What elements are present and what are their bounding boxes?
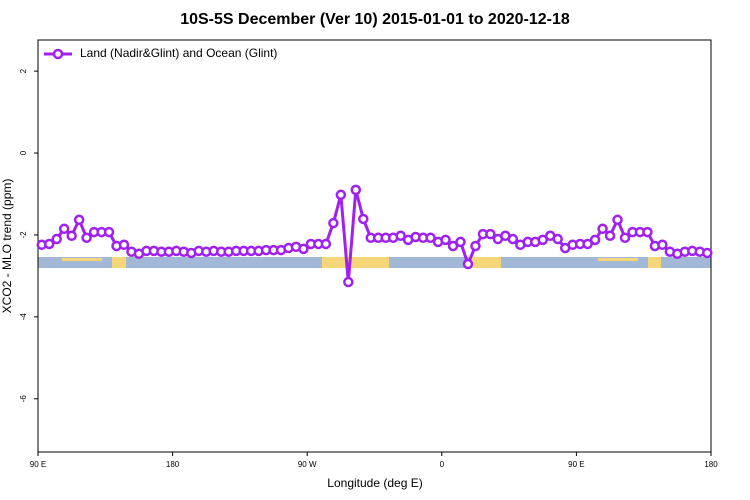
land-patch — [62, 258, 102, 261]
point — [619, 232, 631, 244]
point — [552, 233, 563, 245]
y-axis-label: XCO2 - MLO trend (ppm) — [0, 179, 14, 314]
point — [485, 228, 496, 240]
point — [425, 232, 436, 244]
point — [462, 258, 474, 270]
x-axis-label: Longitude (deg E) — [327, 476, 422, 490]
x-tick-label: 90 E — [568, 460, 584, 469]
point — [447, 240, 459, 252]
y-tick-label: -4 — [19, 313, 28, 321]
land-patch — [598, 258, 638, 261]
point — [642, 226, 653, 238]
land-patch — [112, 257, 126, 268]
y-tick-label: 0 — [19, 150, 28, 155]
y-tick-label: -2 — [19, 231, 28, 239]
point — [507, 233, 519, 245]
point — [395, 230, 406, 242]
point — [702, 247, 713, 259]
point — [455, 236, 466, 248]
point — [320, 238, 332, 250]
point — [43, 238, 55, 250]
point — [335, 189, 347, 201]
point — [328, 217, 339, 229]
point — [604, 230, 616, 242]
point — [470, 240, 481, 252]
point — [537, 234, 548, 246]
land-patch — [471, 257, 501, 268]
point — [657, 239, 668, 251]
y-tick-label: 2 — [19, 68, 28, 73]
point — [66, 230, 77, 242]
point — [440, 234, 451, 246]
point — [103, 226, 115, 238]
x-tick-label: 180 — [704, 460, 718, 469]
chart-title: 10S-5S December (Ver 10) 2015-01-01 to 2… — [180, 11, 570, 28]
point — [597, 223, 608, 235]
map-strip — [38, 257, 711, 268]
point — [298, 243, 309, 255]
point — [343, 276, 354, 288]
land-patch — [322, 257, 389, 268]
point — [81, 232, 92, 244]
point — [51, 233, 62, 245]
x-tick-label: 90 E — [30, 460, 46, 469]
point — [358, 213, 369, 225]
point — [582, 238, 593, 250]
plot-frame — [37, 39, 712, 453]
point — [118, 239, 130, 251]
x-tick-label: 0 — [440, 460, 445, 469]
x-tick-label: 90 W — [298, 460, 317, 469]
land-patch — [648, 257, 661, 268]
point — [589, 234, 601, 246]
point — [350, 184, 362, 196]
legend-label: Land (Nadir&Glint) and Ocean (Glint) — [80, 46, 277, 60]
point — [612, 214, 623, 226]
y-tick-label: -6 — [19, 395, 28, 403]
point — [73, 214, 85, 226]
point — [58, 223, 70, 235]
x-tick-label: 180 — [166, 460, 180, 469]
legend-marker — [52, 48, 64, 60]
